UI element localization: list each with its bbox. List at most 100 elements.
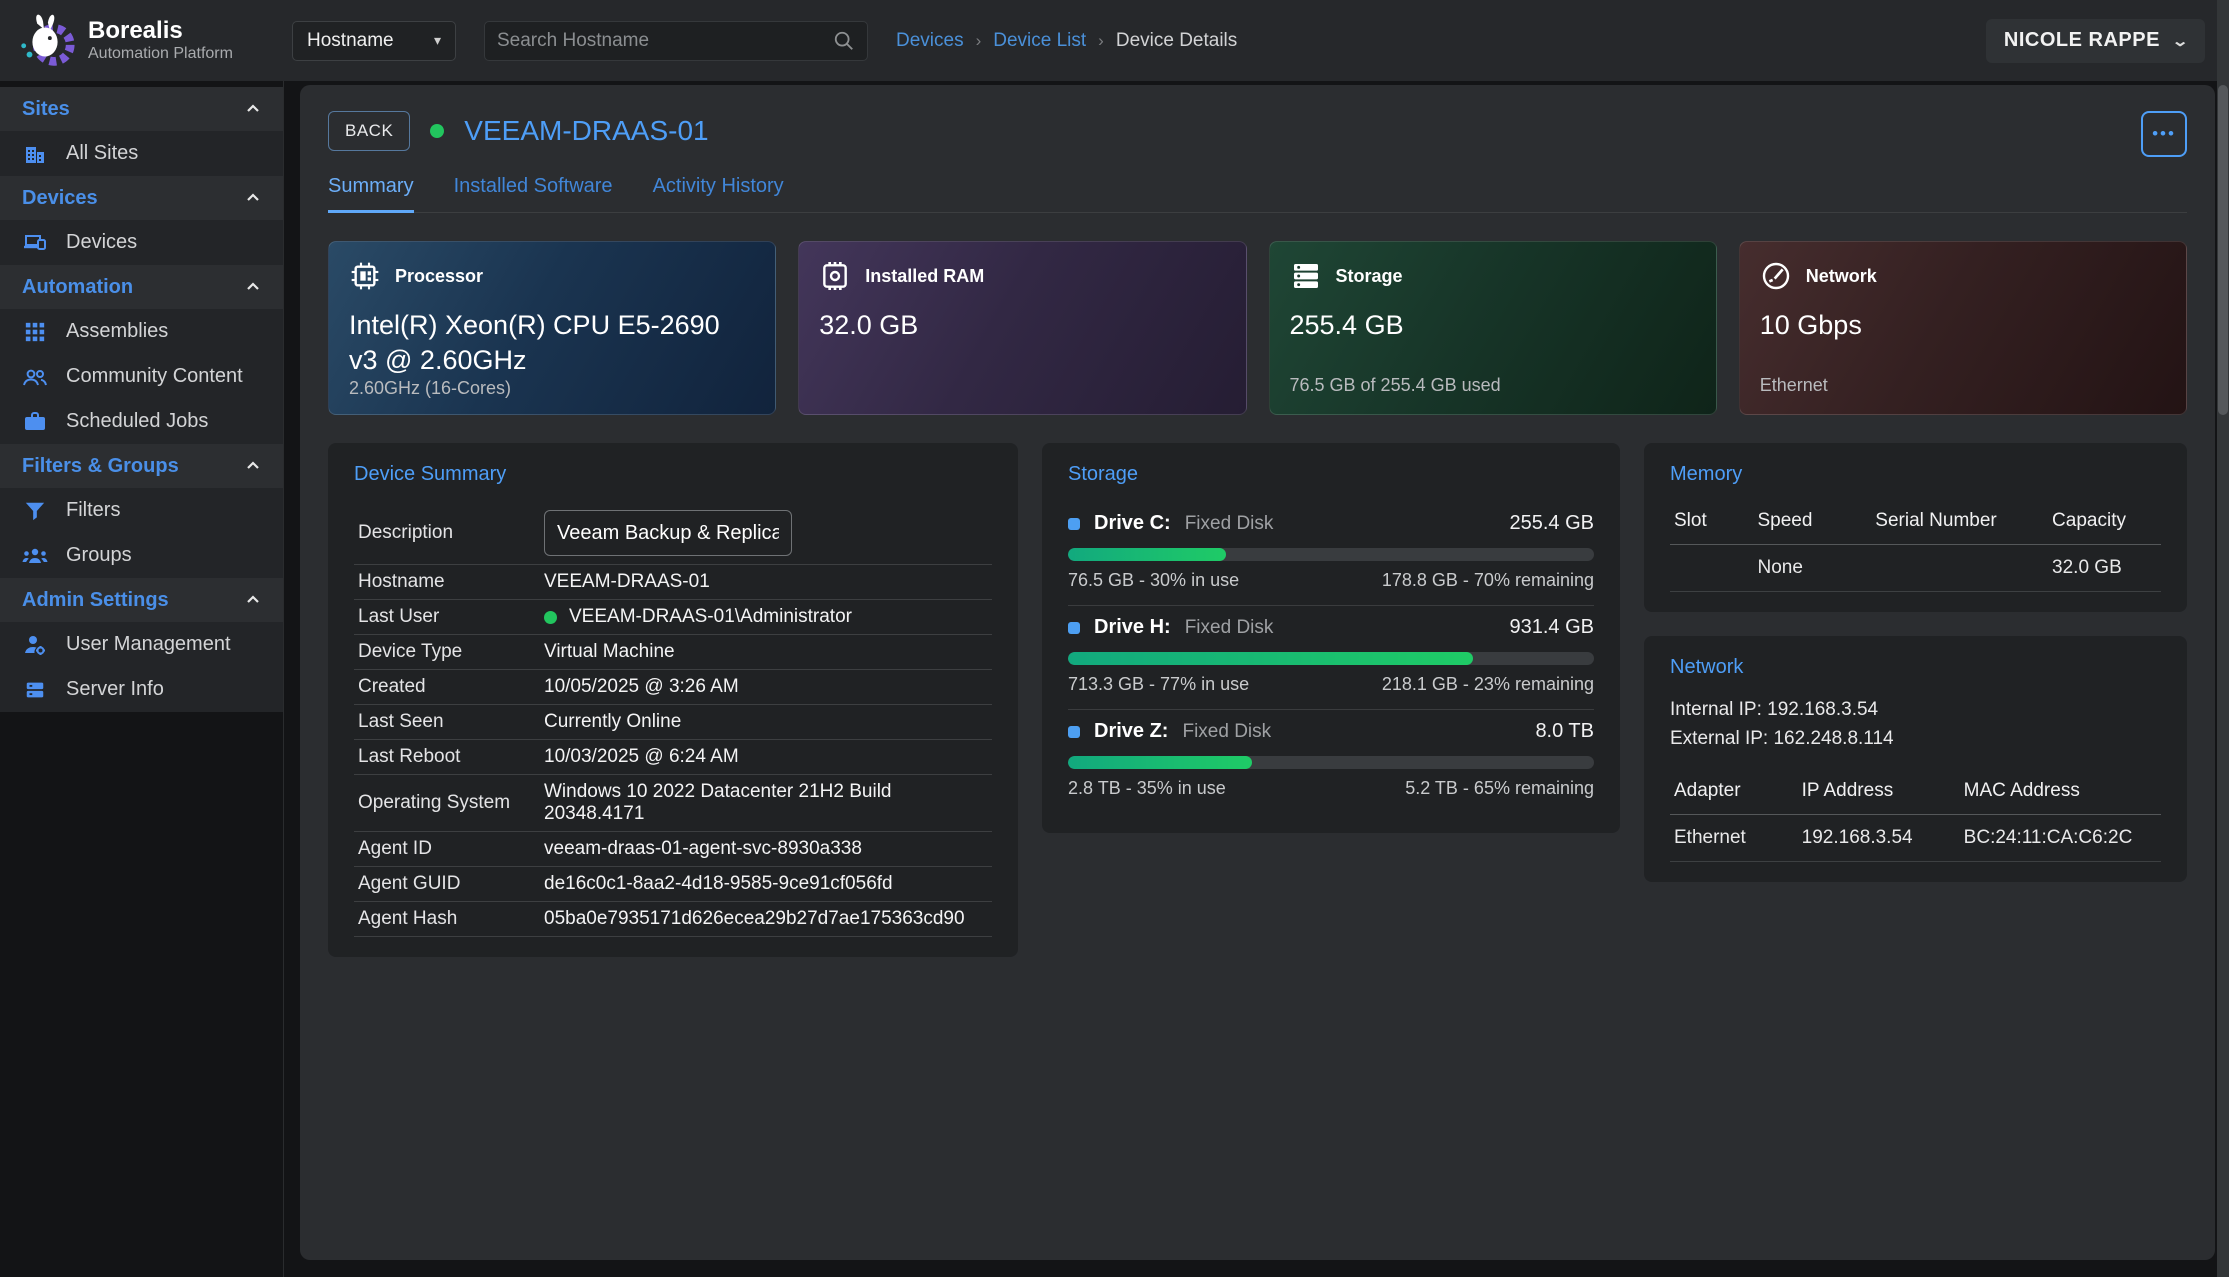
ram-footer	[819, 376, 1225, 396]
device-name[interactable]: VEEAM-DRAAS-01	[464, 115, 709, 146]
processor-value: Intel(R) Xeon(R) CPU E5-2690 v3 @ 2.60GH…	[349, 310, 720, 376]
chevron-up-icon	[247, 193, 259, 201]
summary-row-os: Operating System Windows 10 2022 Datacen…	[354, 775, 992, 832]
grid-icon	[22, 319, 48, 345]
summary-row-last-user: Last User VEEAM-DRAAS-01\Administrator	[354, 600, 992, 635]
storage-card: Storage 255.4 GB 76.5 GB of 255.4 GB use…	[1268, 241, 1717, 415]
drive-z-progress	[1068, 756, 1594, 769]
chevron-up-icon	[247, 461, 259, 469]
sidebar-item-devices[interactable]: Devices	[0, 220, 283, 265]
ram-icon	[823, 262, 848, 290]
drive-bullet-icon	[1068, 725, 1080, 738]
sidebar-section-devices[interactable]: Devices	[0, 176, 283, 220]
sidebar-section-admin-settings[interactable]: Admin Settings	[0, 578, 283, 622]
network-card: Network 10 Gbps Ethernet	[1738, 241, 2187, 415]
sidebar: Sites All Sites Devices Devices Automati…	[0, 81, 284, 1277]
adapter-name: Ethernet	[1670, 815, 1798, 862]
user-menu-button[interactable]: NICOLE RAPPE ⌄	[1985, 18, 2205, 63]
drive-c-row: Drive C: Fixed Disk 255.4 GB 76.5 GB - 3…	[1068, 512, 1594, 590]
sidebar-section-automation[interactable]: Automation	[0, 265, 283, 309]
tab-summary[interactable]: Summary	[328, 175, 414, 213]
rabbit-logo-icon	[21, 14, 75, 66]
search-bar[interactable]	[484, 20, 868, 61]
ram-value: 32.0 GB	[819, 310, 919, 340]
online-status-dot	[430, 124, 445, 138]
external-ip: External IP: 162.248.8.114	[1670, 728, 1894, 750]
summary-row-agent-hash: Agent Hash 05ba0e7935171d626ecea29b27d7a…	[354, 902, 992, 937]
panel-title: Memory	[1670, 463, 1743, 485]
sidebar-item-all-sites[interactable]: All Sites	[0, 131, 283, 176]
chevron-up-icon	[247, 104, 259, 112]
stat-cards: Processor Intel(R) Xeon(R) CPU E5-2690 v…	[328, 241, 2187, 415]
devices-icon	[22, 230, 48, 256]
processor-footer: 2.60GHz (16-Cores)	[349, 378, 512, 399]
drive-h-row: Drive H: Fixed Disk 931.4 GB 713.3 GB - …	[1068, 605, 1594, 709]
network-value: 10 Gbps	[1759, 310, 1862, 340]
user-gear-icon	[22, 632, 48, 658]
more-actions-button[interactable]: •••	[2141, 111, 2187, 157]
storage-footer: 76.5 GB of 255.4 GB used	[1289, 375, 1501, 395]
breadcrumb: Devices › Device List › Device Details	[896, 30, 1237, 52]
scrollbar-thumb[interactable]	[2218, 85, 2228, 415]
drive-h-progress	[1068, 652, 1594, 665]
panel-title: Device Summary	[354, 463, 507, 485]
user-name: NICOLE RAPPE	[2003, 29, 2160, 51]
sidebar-item-scheduled-jobs[interactable]: Scheduled Jobs	[0, 399, 283, 444]
server-icon	[22, 677, 48, 703]
memory-slot	[1670, 545, 1754, 592]
tab-installed-software[interactable]: Installed Software	[453, 175, 613, 197]
magnifier-icon	[834, 31, 853, 50]
device-details-card: BACK VEEAM-DRAAS-01 ••• Summary Installe…	[300, 85, 2215, 1260]
topbar: Hostname ▾ Devices › Device List › Devic…	[284, 0, 2229, 81]
memory-panel: Memory Slot Speed Serial Number Capacity…	[1644, 443, 2187, 612]
people-icon	[22, 364, 48, 390]
sidebar-item-groups[interactable]: Groups	[0, 533, 283, 578]
storage-panel: Storage Drive C: Fixed Disk 255.4 GB	[1042, 443, 1620, 833]
sidebar-section-filters-groups[interactable]: Filters & Groups	[0, 444, 283, 488]
memory-serial	[1871, 545, 2049, 592]
ram-card: Installed RAM 32.0 GB	[798, 241, 1247, 415]
breadcrumb-device-list[interactable]: Device List	[993, 29, 1087, 51]
sidebar-item-user-management[interactable]: User Management	[0, 622, 283, 667]
sidebar-section-sites[interactable]: Sites	[0, 87, 283, 131]
chevron-up-icon	[247, 282, 259, 290]
chevron-down-icon: ▾	[433, 32, 441, 48]
summary-row-agent-id: Agent ID veeam-draas-01-agent-svc-8930a3…	[354, 832, 992, 867]
groups-icon	[22, 543, 48, 569]
page-scrollbar[interactable]	[2217, 0, 2229, 1277]
network-table: Adapter IP Address MAC Address Ethernet …	[1670, 772, 2161, 862]
description-input[interactable]	[544, 510, 792, 556]
search-field-dropdown-value: Hostname	[307, 29, 394, 51]
breadcrumb-devices[interactable]: Devices	[896, 29, 964, 51]
search-input[interactable]	[497, 29, 823, 52]
main-area: BACK VEEAM-DRAAS-01 ••• Summary Installe…	[284, 81, 2229, 1277]
briefcase-icon	[22, 409, 48, 435]
sidebar-item-assemblies[interactable]: Assemblies	[0, 309, 283, 354]
panel-title: Network	[1670, 656, 1744, 678]
network-panel: Network Internal IP: 192.168.3.54 Extern…	[1644, 636, 2187, 882]
breadcrumb-device-details: Device Details	[1115, 29, 1238, 51]
search-field-dropdown[interactable]: Hostname ▾	[292, 20, 456, 61]
summary-row-created: Created 10/05/2025 @ 3:26 AM	[354, 670, 992, 705]
chevron-down-icon: ⌄	[2171, 32, 2190, 50]
back-button[interactable]: BACK	[328, 111, 411, 151]
memory-table: Slot Speed Serial Number Capacity None 3…	[1670, 502, 2161, 592]
network-footer: Ethernet	[1759, 375, 1828, 395]
storage-value: 255.4 GB	[1289, 310, 1404, 340]
summary-row-hostname: Hostname VEEAM-DRAAS-01	[354, 565, 992, 600]
brand-name: Borealis	[88, 17, 183, 45]
sidebar-item-community-content[interactable]: Community Content	[0, 354, 283, 399]
sidebar-item-filters[interactable]: Filters	[0, 488, 283, 533]
adapter-mac: BC:24:11:CA:C6:2C	[1959, 815, 2161, 862]
panel-title: Storage	[1068, 463, 1139, 485]
device-header: BACK VEEAM-DRAAS-01	[328, 111, 2187, 151]
breadcrumb-separator: ›	[1098, 30, 1104, 50]
funnel-icon	[22, 498, 48, 524]
memory-speed: None	[1753, 545, 1872, 592]
adapter-ip: 192.168.3.54	[1797, 815, 1960, 862]
detail-panels: Device Summary Description Hostname VEEA…	[328, 443, 2187, 957]
sidebar-item-server-info[interactable]: Server Info	[0, 667, 283, 712]
chevron-up-icon	[247, 595, 259, 603]
tab-activity-history[interactable]: Activity History	[652, 175, 784, 197]
